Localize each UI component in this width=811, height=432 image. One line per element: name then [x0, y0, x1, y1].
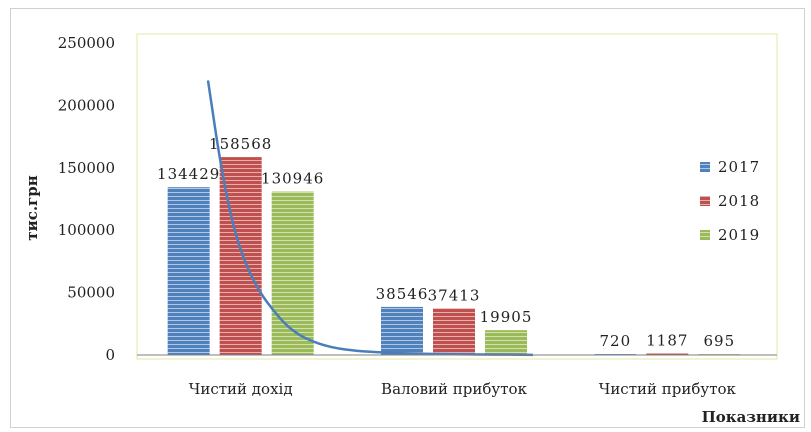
- x-axis-categories: Чистий дохід Валовий прибуток Чистий прибу…: [189, 380, 737, 398]
- legend-swatch-2018: [700, 196, 710, 206]
- y-tick-label: 250000: [58, 34, 115, 52]
- bars: [167, 157, 741, 355]
- y-axis-ticks: 0 50000 100000 150000 200000 250000: [58, 34, 115, 364]
- y-tick-label: 100000: [58, 221, 115, 239]
- legend-label: 2019: [718, 226, 760, 244]
- data-labels: 134429 158568 130946 38546 37413 19905 720 1187…: [157, 135, 736, 350]
- legend: 2017 2018 2019: [700, 158, 760, 244]
- data-label: 38546: [376, 285, 429, 303]
- x-category-label: Чистий дохід: [189, 380, 293, 398]
- x-category-label: Чистий прибуток: [599, 380, 737, 398]
- bar-2017-2: [381, 306, 423, 355]
- x-category-label: Валовий прибуток: [381, 380, 528, 398]
- legend-label: 2017: [718, 158, 760, 176]
- bar-2019-1: [271, 191, 314, 355]
- bar-2019-2: [485, 330, 527, 355]
- data-label: 37413: [428, 286, 481, 304]
- y-tick-label: 150000: [58, 159, 115, 177]
- data-label: 1187: [646, 332, 688, 350]
- bar-2018-2: [433, 308, 475, 355]
- legend-swatch-2019: [700, 230, 710, 240]
- y-tick-label: 50000: [67, 284, 115, 302]
- data-label: 158568: [209, 135, 272, 153]
- legend-swatch-2017: [700, 162, 710, 172]
- data-label: 695: [704, 332, 736, 350]
- x-axis-label: Показники: [702, 408, 800, 426]
- data-label: 720: [600, 332, 632, 350]
- trendline: [206, 80, 534, 357]
- bar-2017-1: [167, 187, 210, 355]
- data-label: 134429: [157, 165, 220, 183]
- plot-area: [136, 33, 778, 360]
- bar-2018-3: [646, 353, 689, 355]
- data-label: 130946: [261, 170, 324, 188]
- data-label: 19905: [480, 308, 533, 326]
- y-tick-label: 200000: [58, 96, 115, 114]
- y-axis-label: тис.грн: [23, 175, 41, 240]
- y-tick-label: 0: [105, 346, 115, 364]
- chart-frame: 0 50000 100000 150000 200000 250000 134429 158…: [10, 8, 805, 428]
- bar-chart: 0 50000 100000 150000 200000 250000 134429 158…: [23, 33, 800, 426]
- legend-label: 2018: [718, 192, 760, 210]
